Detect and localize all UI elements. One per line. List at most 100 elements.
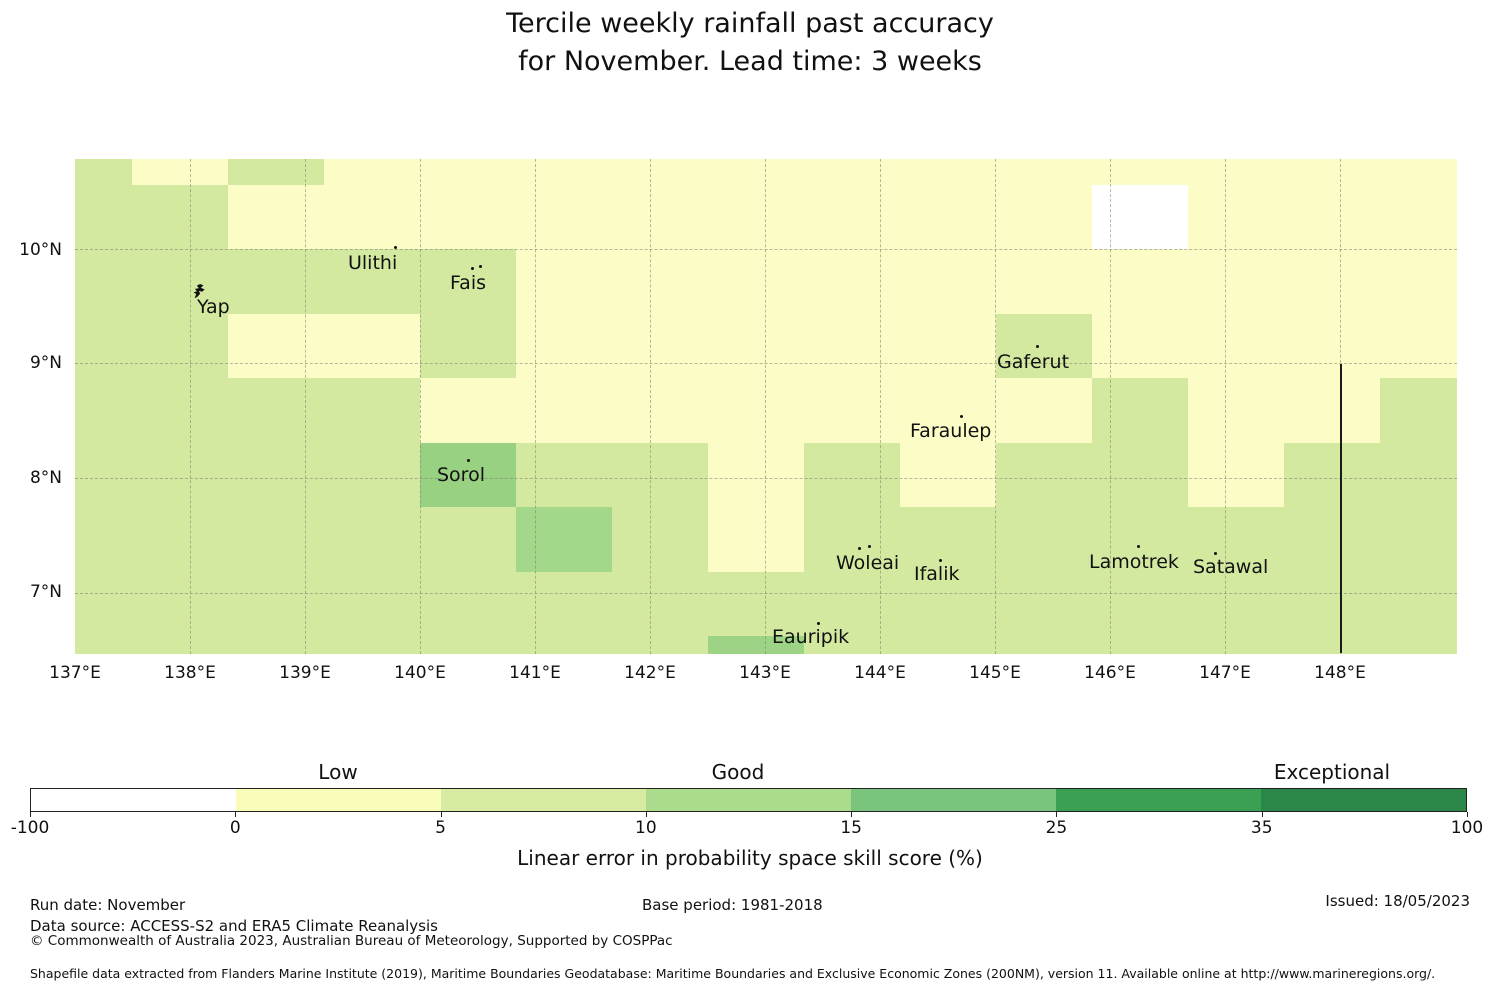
colorbar-segment	[646, 789, 851, 811]
map-cell	[1092, 249, 1188, 314]
y-axis-tick-label: 8°N	[29, 468, 62, 488]
map-cell	[75, 636, 132, 654]
map-cell	[1380, 507, 1457, 572]
map-gridline-vertical	[995, 159, 996, 654]
map-gridline-horizontal	[75, 478, 1457, 479]
map-cell	[516, 314, 612, 378]
map-cell	[612, 249, 708, 314]
island-label: Satawal	[1193, 556, 1269, 578]
map-cell	[804, 636, 900, 654]
island-label: Woleai	[836, 552, 900, 574]
map-cell	[1092, 507, 1188, 572]
colorbar-tick-mark	[1056, 812, 1058, 817]
map-gridline-horizontal	[75, 593, 1457, 594]
colorbar	[30, 788, 1467, 812]
map-cell	[996, 572, 1092, 636]
colorbar-segment	[236, 789, 441, 811]
map-cell	[900, 249, 996, 314]
map-cell	[516, 249, 612, 314]
map-cell	[900, 314, 996, 378]
map-cell	[132, 636, 228, 654]
map-cell	[75, 507, 132, 572]
map-cell	[228, 378, 324, 443]
map-cell	[1092, 185, 1188, 249]
map-gridline-horizontal	[75, 363, 1457, 364]
map-cell	[324, 378, 420, 443]
map-cell	[612, 159, 708, 185]
map-cell	[996, 636, 1092, 654]
x-axis-tick-label: 138°E	[164, 663, 216, 683]
map-cell	[1188, 314, 1284, 378]
map-cell	[1284, 249, 1380, 314]
issued-date-text: Issued: 18/05/2023	[1325, 892, 1470, 910]
map-cell	[900, 636, 996, 654]
map-cell	[612, 378, 708, 443]
colorbar-tick-mark	[645, 812, 647, 817]
map-gridline-vertical	[305, 159, 306, 654]
map-cell	[420, 159, 516, 185]
map-cell	[612, 572, 708, 636]
colorbar-tick-label: 35	[1250, 818, 1273, 838]
map-cell	[1284, 159, 1380, 185]
map-cell	[708, 314, 804, 378]
map-cell	[1188, 185, 1284, 249]
map-cell	[132, 443, 228, 507]
map-cell	[804, 159, 900, 185]
colorbar-segment	[1056, 789, 1261, 811]
map-cell	[996, 443, 1092, 507]
map-cell	[1284, 314, 1380, 378]
colorbar-axis-label: Linear error in probability space skill …	[517, 846, 983, 870]
map-cell	[900, 443, 996, 507]
map-cell	[1188, 159, 1284, 185]
colorbar-tick-mark	[440, 812, 442, 817]
rainfall-accuracy-map: 137°E 138°E 139°E 140°E 141°E 142°E 143°E 144°E…	[19, 159, 1457, 683]
island-label: Yap	[197, 296, 230, 318]
x-axis-tick-label: 146°E	[1084, 663, 1136, 683]
map-cell	[804, 443, 900, 507]
map-cell	[612, 507, 708, 572]
colorbar-segment	[31, 789, 236, 811]
map-cell	[324, 314, 420, 378]
map-cell	[996, 378, 1092, 443]
map-cell	[900, 159, 996, 185]
map-gridline-vertical	[535, 159, 536, 654]
map-cell	[1284, 185, 1380, 249]
map-cell	[324, 249, 420, 314]
map-gridline-vertical	[880, 159, 881, 654]
map-cell	[1284, 636, 1380, 654]
map-cell	[228, 572, 324, 636]
map-cell	[420, 507, 516, 572]
base-period-text: Base period: 1981-2018	[642, 896, 823, 914]
chart-title: Tercile weekly rainfall past accuracy fo…	[0, 5, 1500, 81]
map-cell	[612, 636, 708, 654]
map-cell	[1188, 636, 1284, 654]
island-marker-dot	[467, 459, 470, 462]
map-cell	[516, 443, 612, 507]
map-cell	[1188, 249, 1284, 314]
map-cell	[1188, 507, 1284, 572]
island-label: Lamotrek	[1089, 551, 1179, 573]
x-axis-tick-label: 139°E	[279, 663, 331, 683]
map-cell	[1284, 507, 1380, 572]
map-cell	[228, 507, 324, 572]
data-source-text: Data source: ACCESS-S2 and ERA5 Climate …	[30, 917, 438, 935]
colorbar-tick-mark	[1261, 812, 1263, 817]
x-axis-tick-label: 145°E	[969, 663, 1021, 683]
map-cell	[708, 443, 804, 507]
map-cell	[1092, 159, 1188, 185]
map-cell	[996, 185, 1092, 249]
island-label: Eauripik	[772, 626, 850, 648]
map-cell	[132, 314, 228, 378]
y-axis-tick-label: 9°N	[29, 353, 62, 373]
map-gridline-vertical	[650, 159, 651, 654]
colorbar-category-label: Low	[318, 760, 358, 784]
map-cell	[132, 572, 228, 636]
map-cell	[900, 572, 996, 636]
island-marker-dot	[858, 547, 861, 550]
colorbar-tick-mark	[851, 812, 853, 817]
map-cell	[1092, 636, 1188, 654]
map-cell	[228, 314, 324, 378]
island-marker-dot	[471, 267, 474, 270]
map-cell	[132, 159, 228, 185]
map-cell	[132, 507, 228, 572]
